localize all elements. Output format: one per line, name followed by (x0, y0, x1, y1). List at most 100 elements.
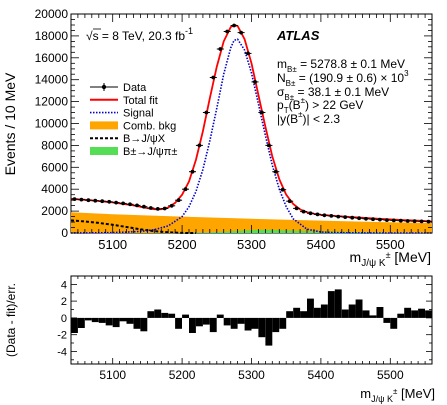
legend-swatch (90, 147, 118, 155)
pull-bar (147, 311, 155, 318)
pull-x-tick-label: 5300 (238, 368, 265, 382)
data-point (204, 110, 209, 115)
data-point (183, 187, 188, 192)
data-point (128, 202, 132, 207)
pull-bar (196, 317, 203, 327)
data-point (287, 199, 292, 204)
pull-x-tick-label: 5200 (169, 368, 196, 382)
legend-entry: Data (90, 82, 147, 94)
fit-y-cut: |y(B±)| < 2.3 (277, 110, 340, 126)
main-x-tick-label: 5300 (237, 237, 266, 252)
pull-x-ticks: 5100 5200 5300 5400 5500 (77, 276, 426, 382)
main-x-label-sup: ± (386, 250, 391, 260)
pull-bar (300, 311, 307, 318)
data-point (419, 219, 424, 224)
pull-bar (341, 309, 349, 318)
data-point (294, 206, 299, 211)
data-point (225, 29, 230, 34)
pull-bar (202, 317, 210, 325)
main-y-tick-label: 20000 (35, 7, 69, 21)
data-point (260, 110, 264, 115)
pull-bar (348, 304, 356, 318)
data-point (343, 215, 348, 220)
data-point (371, 217, 375, 222)
pull-bar (272, 317, 280, 333)
main-x-label-unit: [MeV] (391, 249, 431, 265)
legend-entry: Comb. bkg (90, 120, 176, 132)
data-point (121, 201, 125, 206)
data-point (142, 204, 146, 209)
legend-label: B→J/ψX (123, 133, 166, 145)
pull-bar (418, 308, 425, 318)
pull-bar (119, 317, 127, 322)
pull-bar (71, 317, 78, 333)
legend-entry: Total fit (90, 95, 158, 107)
main-x-axis-label: mJ/ψ K± [MeV] (350, 249, 431, 269)
main-y-ticks: 0 2000 4000 6000 8000 10000 12000 14000 16000 180… (35, 7, 432, 240)
data-point (273, 169, 278, 174)
data-point (405, 219, 410, 223)
data-point (176, 198, 181, 203)
pull-bar (126, 317, 134, 324)
pull-bar (411, 310, 419, 318)
main-x-tick-label: 5500 (376, 237, 405, 252)
legend-entry: Signal (90, 108, 154, 120)
main-y-tick-label: 0 (61, 226, 68, 240)
pull-bar (133, 317, 141, 329)
main-y-tick-label: 18000 (35, 29, 69, 43)
pull-bar (244, 317, 252, 331)
pull-bar (237, 317, 245, 324)
main-y-tick-label: 4000 (41, 182, 68, 196)
data-point (378, 217, 382, 222)
pull-bar (334, 289, 342, 318)
pull-bar (182, 314, 189, 318)
pull-bar (251, 317, 259, 329)
pull-bar (189, 317, 196, 333)
pull-bar (230, 317, 238, 329)
pull-bar (84, 317, 92, 321)
pull-bar (161, 312, 169, 318)
energy-lumi-label: √s = 8 TeV, 20.3 fb-1 (86, 26, 193, 43)
sqrt-sign: √ (86, 29, 93, 43)
pull-y-tick-label: -4 (57, 346, 67, 358)
legend-marker (101, 84, 107, 90)
main-y-axis-label: Events / 10 MeV (2, 72, 18, 175)
fit-results: mB± = 5278.8 ± 0.1 MeV NB± = (190.9 ± 0.… (277, 57, 409, 126)
pull-bar (397, 313, 405, 318)
pull-bar (355, 299, 363, 318)
legend-label: Signal (123, 108, 154, 120)
main-y-tick-label: 2000 (41, 204, 68, 218)
pull-y-tick-label: 2 (61, 296, 67, 308)
main-x-label-sub: J/ψ K (361, 258, 386, 269)
pull-bar (91, 317, 99, 323)
data-point (211, 75, 216, 80)
data-point (308, 211, 313, 216)
legend-swatch (90, 121, 118, 130)
energy-value: = 8 TeV, 20.3 fb (99, 29, 186, 43)
main-y-tick-label: 8000 (41, 138, 68, 152)
data-point (86, 198, 91, 203)
pull-bar (216, 314, 224, 318)
data-point (100, 199, 105, 204)
main-y-tick-label: 10000 (35, 117, 69, 131)
pull-bar (77, 317, 85, 328)
experiment-label: ATLAS (276, 28, 320, 43)
pull-bar (223, 317, 231, 326)
pull-bar (265, 317, 273, 346)
data-point (350, 215, 355, 220)
pull-bar (286, 311, 294, 318)
pull-y-axis-label: (Data - fit)/err. (4, 283, 18, 357)
main-y-tick-label: 12000 (35, 95, 69, 109)
main-y-tick-label: 14000 (35, 73, 69, 87)
pull-bar (307, 298, 314, 318)
data-point (329, 214, 334, 218)
legend-entry: B±→J/ψπ± (90, 146, 177, 158)
pull-x-tick-label: 5400 (308, 368, 335, 382)
data-point (385, 218, 389, 223)
signal-curve (70, 38, 432, 234)
data-point (93, 198, 98, 203)
fit-mass: mB± = 5278.8 ± 0.1 MeV (277, 57, 405, 74)
data-point (426, 219, 431, 224)
data-point (232, 23, 237, 28)
